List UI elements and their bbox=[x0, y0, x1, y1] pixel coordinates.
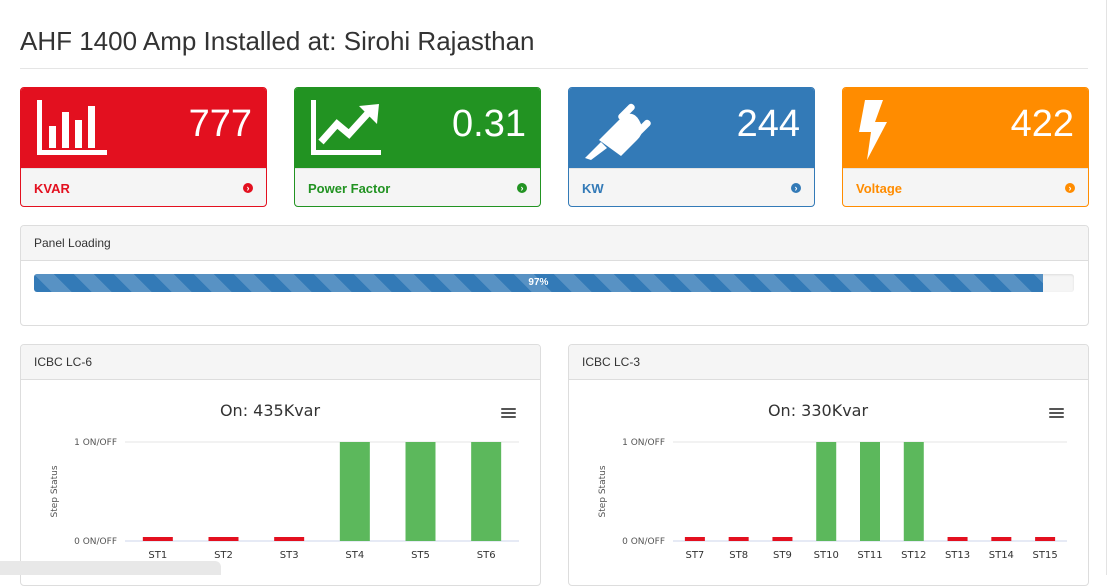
kw-details-link[interactable]: KW › bbox=[569, 168, 814, 206]
power-factor-value: 0.31 bbox=[452, 103, 526, 145]
x-tick-label: ST4 bbox=[345, 550, 364, 561]
kvar-card: 777 KVAR › bbox=[20, 87, 267, 207]
bar-st8 bbox=[728, 537, 749, 541]
bar-st4 bbox=[339, 442, 370, 541]
power-factor-card: 0.31 Power Factor › bbox=[294, 87, 541, 207]
icbc-lc3-title: ICBC LC-3 bbox=[569, 345, 1088, 380]
x-tick-label: ST1 bbox=[148, 550, 167, 561]
bar-st14 bbox=[991, 537, 1012, 541]
x-tick-label: ST12 bbox=[901, 550, 926, 561]
x-tick-label: ST7 bbox=[685, 550, 704, 561]
icbc-lc3-chart: On: 330Kvar 1 ON/OFF 0 ON/OFF Step Status ST… bbox=[598, 401, 1067, 561]
x-tick-label: ST5 bbox=[411, 550, 430, 561]
y-tick-label: 1 ON/OFF bbox=[622, 438, 665, 448]
bar-st1 bbox=[142, 537, 173, 541]
y-tick-label: 0 ON/OFF bbox=[74, 537, 117, 547]
icbc-lc6-chart: On: 435Kvar 1 ON/OFF 0 ON/OFF Step Status ST… bbox=[50, 401, 519, 561]
x-tick-label: ST13 bbox=[945, 550, 970, 561]
bar-st13 bbox=[947, 537, 968, 541]
bar-st6 bbox=[471, 442, 502, 541]
kw-card: 244 KW › bbox=[568, 87, 815, 207]
x-tick-label: ST10 bbox=[814, 550, 839, 561]
bar-st2 bbox=[208, 537, 239, 541]
arrow-circle-right-icon: › bbox=[517, 183, 527, 193]
kvar-details-link[interactable]: KVAR › bbox=[21, 168, 266, 206]
icbc-lc6-title: ICBC LC-6 bbox=[21, 345, 540, 380]
voltage-card: 422 Voltage › bbox=[842, 87, 1089, 207]
y-tick-label: 1 ON/OFF bbox=[74, 438, 117, 448]
panel-loading-progress-bar: 97% bbox=[34, 274, 1043, 292]
kw-label: KW bbox=[582, 180, 604, 196]
voltage-details-link[interactable]: Voltage › bbox=[843, 168, 1088, 206]
arrow-circle-right-icon: › bbox=[243, 183, 253, 193]
bar-st3 bbox=[274, 537, 305, 541]
x-tick-label: ST15 bbox=[1033, 550, 1058, 561]
icbc-lc3-panel: ICBC LC-3 On: 330Kvar 1 ON/OFF 0 ON/OFF Ste… bbox=[568, 344, 1089, 586]
kvar-value: 777 bbox=[188, 103, 252, 145]
icbc-lc6-panel: ICBC LC-6 On: 435Kvar 1 ON/OFF 0 ON/OFF Ste… bbox=[20, 344, 541, 586]
kvar-label: KVAR bbox=[34, 180, 70, 196]
page-edge-divider bbox=[1106, 0, 1107, 575]
bar-st7 bbox=[684, 537, 705, 541]
arrow-circle-right-icon: › bbox=[1065, 183, 1075, 193]
chart-title: On: 330Kvar bbox=[768, 401, 869, 420]
arrow-circle-right-icon: › bbox=[791, 183, 801, 193]
x-tick-label: ST6 bbox=[477, 550, 496, 561]
bar-st12 bbox=[903, 442, 924, 541]
page-title: AHF 1400 Amp Installed at: Sirohi Rajast… bbox=[20, 26, 535, 56]
y-axis-label: Step Status bbox=[50, 465, 60, 517]
chart-menu-icon[interactable] bbox=[501, 408, 516, 420]
bar-st5 bbox=[405, 442, 436, 541]
x-tick-label: ST2 bbox=[214, 550, 233, 561]
horizontal-scrollbar[interactable] bbox=[0, 561, 221, 575]
voltage-label: Voltage bbox=[856, 180, 902, 196]
panel-loading-progress: 97% bbox=[34, 274, 1074, 292]
bar-st11 bbox=[860, 442, 880, 541]
x-tick-label: ST8 bbox=[729, 550, 748, 561]
x-tick-label: ST9 bbox=[773, 550, 792, 561]
bar-st10 bbox=[816, 442, 837, 541]
panel-loading-panel: Panel Loading 97% bbox=[20, 225, 1089, 326]
y-tick-label: 0 ON/OFF bbox=[622, 537, 665, 547]
x-tick-label: ST3 bbox=[280, 550, 299, 561]
voltage-value: 422 bbox=[1010, 103, 1074, 145]
trend-up-icon bbox=[309, 100, 383, 163]
panel-loading-percent: 97% bbox=[528, 277, 549, 288]
power-factor-details-link[interactable]: Power Factor › bbox=[295, 168, 540, 206]
bar-chart-icon bbox=[35, 100, 109, 163]
plug-icon bbox=[583, 100, 657, 165]
x-tick-label: ST11 bbox=[857, 550, 882, 561]
panel-loading-title: Panel Loading bbox=[21, 226, 1088, 261]
bar-st9 bbox=[772, 537, 793, 541]
bolt-icon bbox=[857, 100, 897, 167]
title-divider bbox=[20, 68, 1088, 69]
power-factor-label: Power Factor bbox=[308, 180, 391, 196]
kw-value: 244 bbox=[736, 103, 800, 145]
chart-menu-icon[interactable] bbox=[1049, 408, 1064, 420]
bar-st15 bbox=[1035, 537, 1056, 541]
y-axis-label: Step Status bbox=[598, 465, 608, 517]
chart-title: On: 435Kvar bbox=[220, 401, 321, 420]
x-tick-label: ST14 bbox=[989, 550, 1014, 561]
